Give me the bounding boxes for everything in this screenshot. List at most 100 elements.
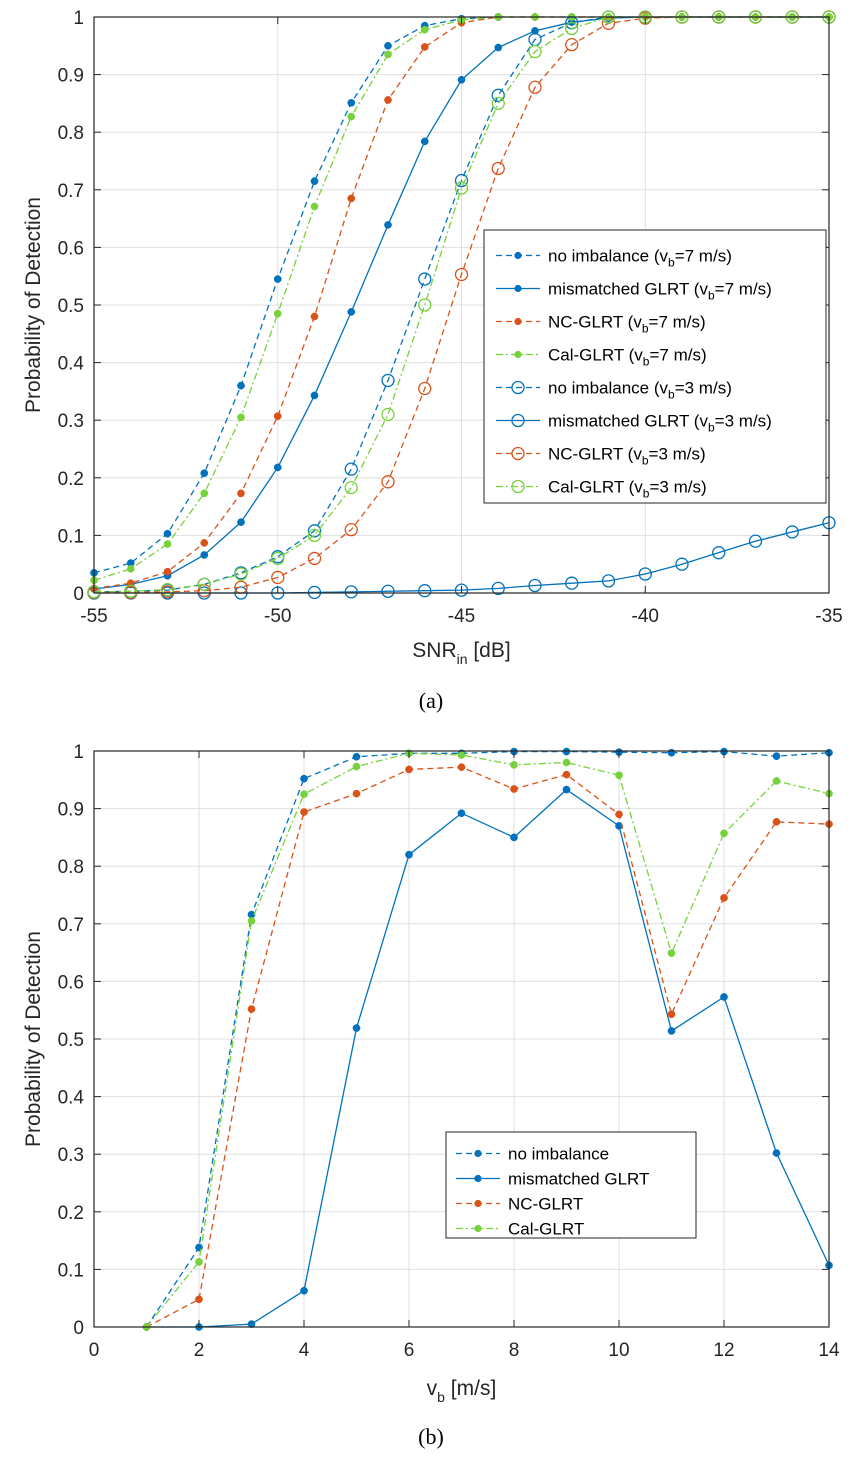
- legend-marker: [474, 1224, 482, 1233]
- y-tick-label: 0.1: [58, 1260, 84, 1281]
- data-point: [381, 584, 395, 598]
- legend-label-part: mismatched GLRT (v: [548, 412, 708, 431]
- data-point: [237, 489, 245, 498]
- x-tick-label: 2: [194, 1340, 205, 1361]
- data-point: [405, 765, 413, 774]
- legend-label: no imbalance (vb=3 m/s): [548, 379, 732, 402]
- legend-marker: [474, 1199, 482, 1208]
- data-point: [667, 949, 676, 958]
- legend-label: Cal-GLRT (vb=3 m/s): [548, 478, 707, 501]
- y-tick-label: 0: [73, 1318, 84, 1339]
- legend-item: mismatched GLRT (vb=7 m/s): [496, 280, 772, 303]
- y-axis-label: Probability of Detection: [22, 931, 45, 1147]
- data-point: [195, 1258, 203, 1266]
- data-point: [720, 993, 728, 1001]
- legend-marker: [511, 413, 525, 428]
- data-point: [200, 469, 209, 478]
- data-point: [454, 181, 469, 195]
- data-point: [528, 44, 542, 59]
- y-tick-label: 0.2: [58, 469, 84, 490]
- data-point: [720, 829, 728, 838]
- legend-label-part: =7 m/s): [715, 280, 772, 299]
- y-tick-label: 0.7: [58, 181, 84, 202]
- y-tick-label: 0.6: [58, 972, 84, 993]
- ticks: -55 -50 -45 -40 -35 0 0.1 0.2 0.3 0.4 0.5 0.6 0.7 0.8…: [58, 8, 843, 627]
- y-tick-label: 0.4: [58, 1088, 85, 1109]
- data-point: [307, 551, 322, 566]
- data-point: [510, 760, 518, 769]
- data-point: [531, 26, 539, 35]
- legend-marker: [511, 446, 525, 461]
- legend-label: no imbalance: [508, 1145, 609, 1164]
- y-tick-label: 0.3: [58, 1145, 84, 1166]
- series-line: [146, 788, 830, 1328]
- data-point: [772, 1149, 781, 1157]
- legend-item: no imbalance (vb=7 m/s): [496, 247, 732, 270]
- chart-a: -55 -50 -45 -40 -35 0 0.1 0.2 0.3 0.4 0.5 0.6 0.7 0.8…: [22, 8, 843, 713]
- data-point: [772, 777, 781, 785]
- x-tick-label: -45: [448, 606, 475, 627]
- data-point: [565, 37, 579, 52]
- data-point: [667, 1027, 676, 1035]
- data-point: [163, 529, 172, 538]
- data-point: [494, 43, 503, 52]
- legend-label: NC-GLRT: [508, 1195, 583, 1214]
- data-point: [237, 381, 245, 390]
- data-point: [785, 525, 799, 539]
- data-point: [418, 272, 432, 286]
- y-tick-label: 0.5: [58, 296, 84, 317]
- data-point: [347, 98, 356, 107]
- legend-label: NC-GLRT (vb=7 m/s): [548, 313, 706, 336]
- x-tick-label: -50: [264, 606, 291, 627]
- legend-marker: [514, 350, 522, 359]
- data-point: [300, 808, 308, 816]
- data-point: [638, 567, 652, 581]
- data-point: [310, 391, 319, 400]
- data-point: [273, 463, 282, 472]
- data-point: [344, 480, 358, 495]
- legend-label-subscript: b: [642, 454, 649, 468]
- legend-label-part: no imbalance (v: [548, 247, 669, 266]
- data-point: [273, 412, 282, 421]
- series: [142, 785, 833, 1331]
- legend-label-part: =3 m/s): [649, 445, 706, 464]
- data-point: [271, 551, 285, 566]
- series-line: [146, 766, 830, 1328]
- legend-label-part: =7 m/s): [649, 313, 706, 332]
- y-tick-label: 0.8: [58, 123, 84, 144]
- data-point: [491, 96, 505, 111]
- y-tick-label: 0.1: [58, 526, 84, 547]
- data-point: [163, 540, 172, 548]
- x-tick-label: 0: [89, 1340, 100, 1361]
- data-point: [615, 771, 623, 780]
- x-tick-label: 12: [713, 1340, 734, 1361]
- data-point: [601, 574, 616, 588]
- data-point: [510, 833, 518, 842]
- legend-label: Cal-GLRT: [508, 1220, 584, 1239]
- data-point: [720, 894, 728, 902]
- data-point: [562, 785, 571, 794]
- data-point: [381, 373, 395, 388]
- data-point: [510, 785, 518, 793]
- data-point: [384, 41, 392, 50]
- data-point: [300, 790, 308, 799]
- y-tick-label: 0.4: [58, 354, 85, 375]
- y-tick-label: 0.3: [58, 411, 84, 432]
- data-point: [195, 1295, 203, 1304]
- figure-caption: (a): [419, 688, 443, 713]
- legend-label-subscript: b: [643, 487, 650, 501]
- data-point: [160, 582, 175, 597]
- x-axis-label-main: v: [427, 1377, 438, 1400]
- y-tick-label: 1: [73, 742, 84, 763]
- data-point: [344, 462, 358, 476]
- legend-marker: [514, 284, 522, 293]
- data-point: [163, 567, 172, 576]
- data-point: [615, 810, 623, 819]
- data-point: [352, 762, 361, 771]
- legend-item: NC-GLRT: [456, 1195, 583, 1214]
- data-point: [300, 774, 308, 783]
- legend-item: NC-GLRT (vb=7 m/s): [496, 313, 706, 336]
- legend-marker: [474, 1149, 482, 1158]
- data-point: [712, 546, 726, 560]
- legend-marker: [474, 1174, 482, 1183]
